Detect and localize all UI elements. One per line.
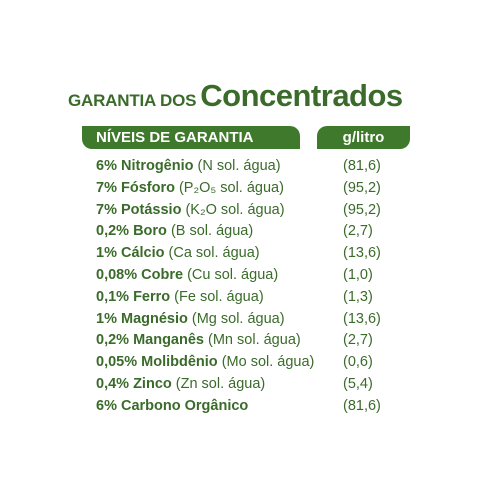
unit-header: g/litro <box>317 126 410 149</box>
nutrient-value: (2,7) <box>343 332 373 349</box>
nutrient-detail: (Ca sol. água) <box>164 245 260 262</box>
nutrient-value: (2,7) <box>343 223 373 240</box>
nutrient-detail: (N sol. água) <box>193 158 281 174</box>
table-row: 6% Nitrogênio (N sol. água) (81,6) <box>96 156 406 178</box>
nutrient-detail: (Zn sol. água) <box>171 375 266 392</box>
table-row: 1% Magnésio (Mg sol. água) (13,6) <box>96 309 406 331</box>
nutrient-name: 7% Fósforo <box>96 179 175 196</box>
levels-header: NÍVEIS DE GARANTIA <box>82 126 300 149</box>
nutrient-detail: (P₂O₅ sol. água) <box>174 179 284 196</box>
table-row: 7% Potássio (K₂O sol. água) (95,2) <box>96 200 406 222</box>
nutrient-name: 7% Potássio <box>96 201 182 218</box>
nutrient-value: (13,6) <box>343 310 381 327</box>
table-row: 7% Fósforo (P₂O₅ sol. água) (95,2) <box>96 178 406 200</box>
nutrient-value: (1,0) <box>343 266 373 283</box>
nutrient-detail: (B sol. água) <box>166 223 254 240</box>
nutrient-name: 0,1% Ferro <box>96 288 171 305</box>
nutrient-detail: (Mn sol. água) <box>204 332 301 349</box>
nutrient-value: (1,3) <box>343 288 373 305</box>
table-row: 0,05% Molibdênio (Mo sol. água) (0,6) <box>96 352 406 374</box>
nutrient-value: (5,4) <box>343 375 373 392</box>
nutrient-name: 0,08% Cobre <box>96 266 184 283</box>
title-prefix: GARANTIA DOS <box>68 91 197 110</box>
table-row: 0,4% Zinco (Zn sol. água) (5,4) <box>96 374 406 396</box>
title-main: Concentrados <box>200 78 403 113</box>
nutrient-name: 0,2% Boro <box>96 223 167 240</box>
nutrient-value: (0,6) <box>343 354 373 371</box>
table-row: 0,2% Boro (B sol. água) (2,7) <box>96 221 406 243</box>
guarantee-table: 6% Nitrogênio (N sol. água) (81,6) 7% Fó… <box>96 156 406 418</box>
nutrient-value: (13,6) <box>343 245 381 262</box>
nutrient-detail: (Mo sol. água) <box>217 354 315 371</box>
nutrient-value: (95,2) <box>343 179 381 196</box>
nutrient-name: 0,2% Manganês <box>96 332 204 349</box>
nutrient-value: (81,6) <box>343 158 381 174</box>
table-row: 0,2% Manganês (Mn sol. água) (2,7) <box>96 330 406 352</box>
nutrient-name: 6% Carbono Orgânico <box>96 397 249 414</box>
nutrient-name: 0,05% Molibdênio <box>96 354 218 371</box>
nutrient-value: (95,2) <box>343 201 381 218</box>
table-row: 0,1% Ferro (Fe sol. água) (1,3) <box>96 287 406 309</box>
nutrient-detail: (Cu sol. água) <box>183 266 279 283</box>
nutrient-name: 1% Magnésio <box>96 310 188 327</box>
nutrient-detail: (Mg sol. água) <box>187 310 285 327</box>
nutrient-name: 6% Nitrogênio <box>96 158 194 174</box>
table-row: 6% Carbono Orgânico (81,6) <box>96 396 406 418</box>
nutrient-name: 1% Cálcio <box>96 245 165 262</box>
page-title: GARANTIA DOS Concentrados <box>68 78 448 114</box>
table-row: 0,08% Cobre (Cu sol. água) (1,0) <box>96 265 406 287</box>
nutrient-detail: (Fe sol. água) <box>170 288 264 305</box>
nutrient-value: (81,6) <box>343 397 381 414</box>
table-row: 1% Cálcio (Ca sol. água) (13,6) <box>96 243 406 265</box>
nutrient-detail: (K₂O sol. água) <box>181 201 285 218</box>
nutrient-name: 0,4% Zinco <box>96 375 172 392</box>
